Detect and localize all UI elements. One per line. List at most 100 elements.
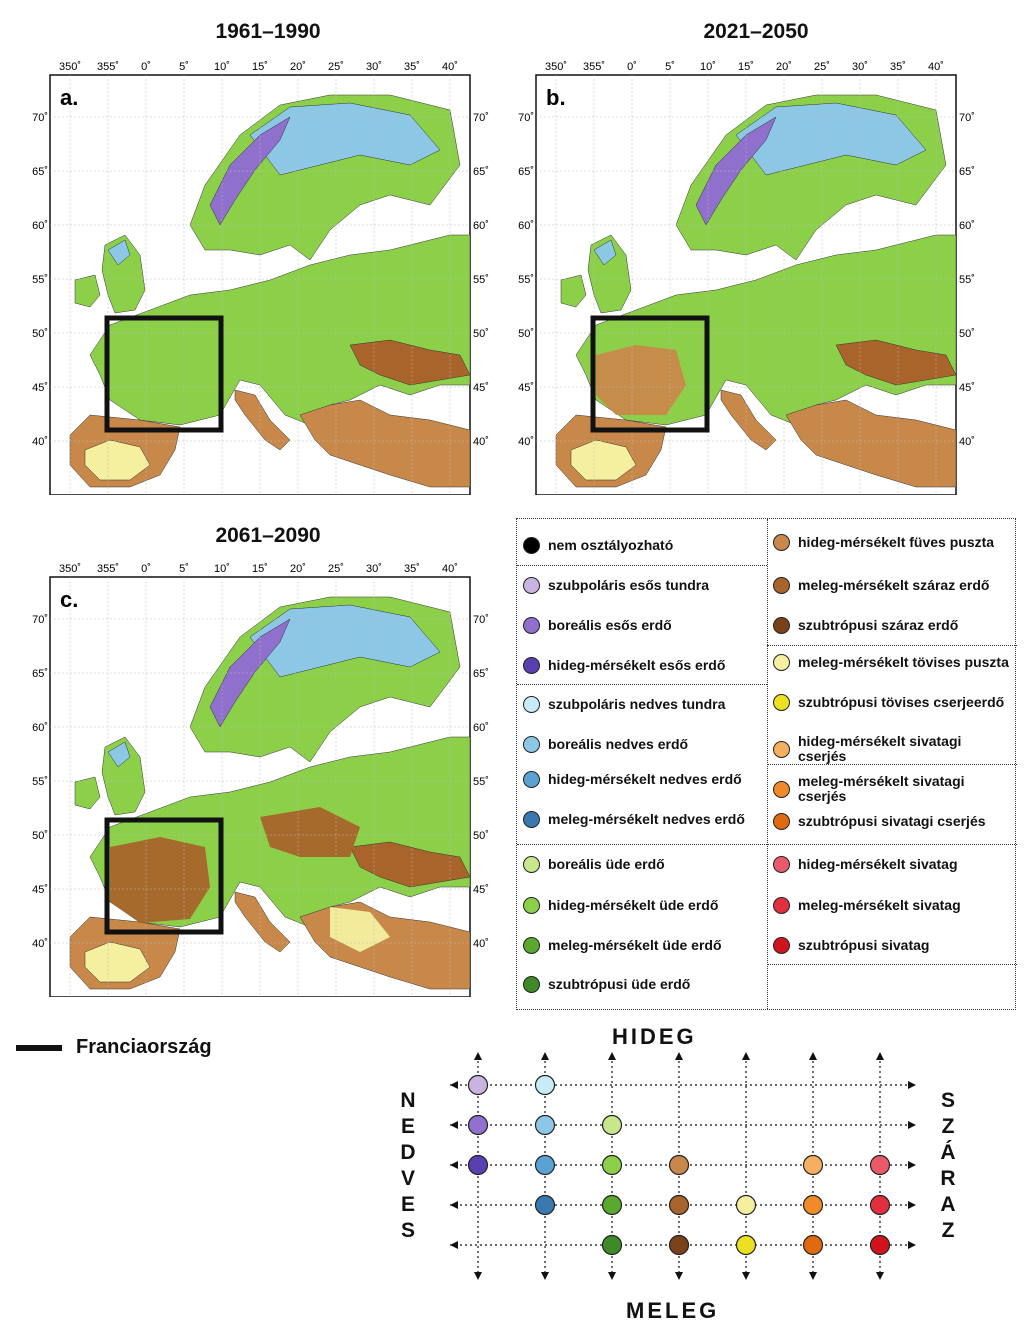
lon-tick-label-top: 0˚ (141, 61, 151, 73)
lat-tick-label-right: 50˚ (473, 830, 489, 842)
legend-label: szubtrópusi száraz erdő (798, 617, 959, 633)
diagram-arrow-down (742, 1272, 750, 1280)
lat-tick-label-right: 50˚ (473, 328, 489, 340)
legend-item-right: hideg-mérsékelt füves puszta (773, 534, 1009, 551)
lat-tick-label-right: 70˚ (473, 112, 489, 124)
legend-label: hideg-mérsékelt füves puszta (798, 534, 995, 550)
legend-label: hideg-mérsékelt nedves erdő (548, 771, 742, 787)
diagram-node (467, 1154, 489, 1176)
lat-tick-label-right: 40˚ (959, 436, 975, 448)
diagram-node (534, 1154, 556, 1176)
lon-tick-label-top: 30˚ (852, 61, 868, 73)
land-region-1 (735, 102, 927, 176)
lat-tick-label-right: 65˚ (959, 166, 975, 178)
lon-tick-label-top: 355˚ (97, 563, 119, 575)
lon-tick-label-top: 10˚ (214, 563, 230, 575)
lon-tick-label-top: 20˚ (776, 61, 792, 73)
diagram-node (601, 1154, 623, 1176)
legend-separator (767, 964, 1017, 965)
land-region-3 (89, 234, 470, 426)
axis-letter: N (400, 1089, 416, 1112)
axis-letter: Z (941, 1219, 955, 1242)
lat-tick-label-left: 55˚ (32, 776, 48, 788)
lon-tick-label-top: 355˚ (583, 61, 605, 73)
legend-item-left: meleg-mérsékelt nedves erdő (523, 811, 763, 828)
axis-letter: R (940, 1167, 956, 1190)
legend-item-left: hideg-mérsékelt nedves erdő (523, 771, 763, 788)
legend-label: hideg-mérsékelt üde erdő (548, 897, 719, 913)
map-panel-a: 350˚350˚355˚355˚0˚0˚5˚5˚10˚10˚15˚15˚20˚2… (32, 61, 489, 495)
legend-swatch (773, 577, 790, 594)
map-title-a: 1961–1990 (215, 20, 321, 43)
diagram-node (601, 1114, 623, 1136)
lat-tick-label-left: 65˚ (518, 166, 534, 178)
legend-item-left: boreális nedves erdő (523, 736, 763, 753)
diagram-node (601, 1194, 623, 1216)
legend-swatch (523, 657, 540, 674)
land-region-10 (74, 776, 101, 810)
lat-tick-label-left: 70˚ (32, 614, 48, 626)
diagram-bottom-label: MELEG (626, 1298, 720, 1323)
lon-tick-label-top: 350˚ (59, 563, 81, 575)
lat-tick-label-right: 60˚ (473, 722, 489, 734)
lon-tick-label-top: 350˚ (545, 61, 567, 73)
legend-item-right: szubtrópusi tövises cserjeerdő (773, 694, 1009, 711)
legend-item-right: meleg-mérsékelt tövises puszta (773, 654, 1009, 671)
lat-tick-label-left: 60˚ (32, 220, 48, 232)
lon-tick-label-top: 40˚ (928, 61, 944, 73)
legend-swatch (523, 617, 540, 634)
diagram-arrow-up (809, 1052, 817, 1060)
lat-tick-label-left: 50˚ (32, 830, 48, 842)
diagram-node (467, 1074, 489, 1096)
map-land (69, 94, 470, 488)
lon-tick-label-top: 355˚ (97, 61, 119, 73)
lon-tick-label-top: 30˚ (366, 61, 382, 73)
lat-tick-label-left: 70˚ (32, 112, 48, 124)
legend-label: meleg-mérsékelt nedves erdő (548, 811, 745, 827)
map-land (69, 596, 470, 990)
lat-tick-label-right: 65˚ (473, 166, 489, 178)
diagram-arrow-right (908, 1161, 916, 1169)
lat-tick-label-right: 60˚ (473, 220, 489, 232)
lat-tick-label-left: 45˚ (32, 382, 48, 394)
legend-item-left: szubpoláris nedves tundra (523, 696, 763, 713)
legend-item-right: szubtrópusi száraz erdő (773, 617, 1009, 634)
legend-swatch (773, 534, 790, 551)
legend-swatch (523, 811, 540, 828)
land-region-7 (785, 399, 956, 488)
diagram-arrow-down (809, 1272, 817, 1280)
land-region-8 (349, 841, 470, 888)
diagram-arrow-left (450, 1161, 458, 1169)
lat-tick-label-right: 70˚ (959, 112, 975, 124)
panel-label: b. (546, 85, 566, 110)
lon-tick-label-top: 15˚ (252, 563, 268, 575)
france-line-swatch (16, 1044, 62, 1051)
legend-separator (767, 764, 1017, 765)
lon-tick-label-top: 10˚ (214, 61, 230, 73)
diagram-arrow-right (908, 1121, 916, 1129)
legend-label: meleg-mérsékelt tövises puszta (798, 654, 1009, 670)
land-region-8 (349, 339, 470, 386)
lon-tick-label-top: 5˚ (665, 61, 675, 73)
land-region-1 (249, 102, 441, 176)
axis-letter: V (400, 1167, 415, 1190)
lon-tick-label-top: 15˚ (252, 61, 268, 73)
axis-letter: S (940, 1089, 955, 1112)
axis-letter: E (400, 1193, 415, 1216)
legend-label: szubpoláris nedves tundra (548, 696, 726, 712)
legend-swatch (523, 976, 540, 993)
legend-label: szubtrópusi üde erdő (548, 976, 691, 992)
lat-tick-label-left: 40˚ (32, 938, 48, 950)
diagram-arrow-up (608, 1052, 616, 1060)
diagram-node (668, 1234, 690, 1256)
legend-swatch (523, 897, 540, 914)
diagram-arrow-down (541, 1272, 549, 1280)
land-region-7 (299, 399, 470, 488)
lat-tick-label-right: 55˚ (473, 274, 489, 286)
lat-tick-label-right: 65˚ (473, 668, 489, 680)
legend-item-left: boreális üde erdő (523, 856, 763, 873)
legend-separator (767, 645, 1017, 646)
legend-separator (517, 565, 767, 566)
lat-tick-label-left: 40˚ (518, 436, 534, 448)
map-panel-b: 350˚350˚355˚355˚0˚0˚5˚5˚10˚10˚15˚15˚20˚2… (518, 61, 975, 495)
